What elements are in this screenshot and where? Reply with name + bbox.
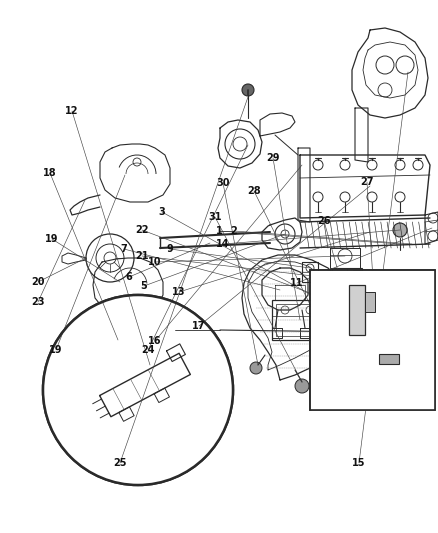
Bar (310, 270, 435, 410)
Text: 14: 14 (216, 239, 230, 249)
Bar (351, 272, 363, 286)
Bar (311, 271, 434, 409)
Bar (379, 354, 399, 364)
Circle shape (124, 334, 136, 346)
Text: 2: 2 (231, 226, 237, 236)
Text: 24: 24 (141, 345, 155, 355)
Text: 22: 22 (135, 225, 149, 235)
Text: 26: 26 (317, 216, 331, 226)
Text: 19: 19 (49, 345, 63, 355)
Text: 19: 19 (45, 234, 59, 244)
Text: 11: 11 (290, 278, 304, 288)
Bar (349, 285, 365, 335)
Text: 5: 5 (141, 281, 147, 291)
Bar (332, 268, 362, 293)
Text: 23: 23 (31, 297, 45, 307)
Circle shape (242, 84, 254, 96)
Text: 25: 25 (113, 458, 127, 468)
Bar (353, 270, 361, 274)
Text: 15: 15 (352, 458, 366, 468)
Text: 29: 29 (266, 153, 280, 163)
Text: 12: 12 (65, 106, 79, 116)
Text: 17: 17 (192, 321, 206, 331)
Text: 31: 31 (208, 212, 222, 222)
Text: 16: 16 (148, 336, 162, 346)
Text: 18: 18 (43, 168, 57, 178)
Text: 30: 30 (216, 178, 230, 188)
Text: 6: 6 (126, 272, 132, 282)
Text: 21: 21 (135, 251, 149, 261)
Circle shape (374, 354, 384, 364)
Bar (310, 270, 435, 410)
Text: 20: 20 (31, 277, 45, 287)
Circle shape (393, 223, 407, 237)
Text: 27: 27 (360, 177, 374, 187)
Text: 28: 28 (247, 186, 261, 196)
Circle shape (250, 362, 262, 374)
Text: 9: 9 (166, 244, 173, 254)
Circle shape (136, 334, 148, 346)
Bar (276, 304, 323, 336)
Bar (365, 292, 375, 312)
Circle shape (112, 334, 124, 346)
Text: 1: 1 (215, 226, 223, 236)
Circle shape (295, 379, 309, 393)
Text: 10: 10 (148, 257, 162, 267)
Text: 13: 13 (172, 287, 186, 297)
Text: 7: 7 (120, 244, 127, 254)
Text: 3: 3 (159, 207, 166, 217)
Circle shape (44, 296, 232, 484)
Bar (272, 300, 327, 340)
